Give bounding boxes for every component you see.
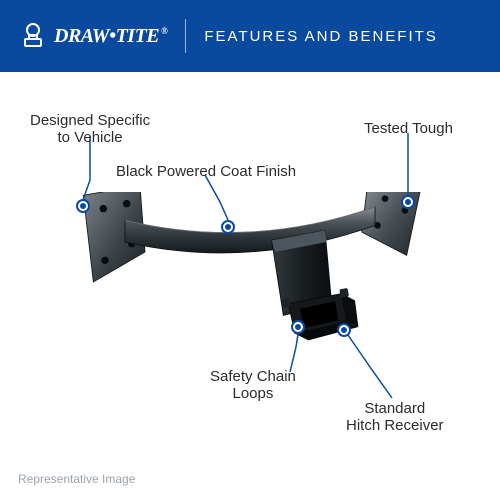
- header-divider: [185, 19, 186, 53]
- callout-marker-finish: [221, 220, 235, 234]
- callout-label-designed: Designed Specific to Vehicle: [30, 112, 150, 147]
- callout-label-tested: Tested Tough: [364, 120, 453, 137]
- product-illustration: [40, 192, 460, 392]
- callout-label-receiver: Standard Hitch Receiver: [346, 400, 444, 435]
- footer-note: Representative Image: [18, 472, 135, 486]
- brand-wordmark: DRAW•TITE®: [54, 25, 167, 48]
- brand-logo: DRAW•TITE®: [18, 21, 167, 51]
- diagram-stage: Representative Image Designed Specific t…: [0, 72, 500, 500]
- hitch-ball-icon: [18, 21, 48, 51]
- callout-marker-loops: [291, 320, 305, 334]
- header-tagline: FEATURES AND BENEFITS: [204, 28, 437, 45]
- callout-label-loops: Safety Chain Loops: [210, 368, 296, 403]
- callout-marker-tested: [401, 195, 415, 209]
- header-bar: DRAW•TITE® FEATURES AND BENEFITS: [0, 0, 500, 72]
- callout-label-finish: Black Powered Coat Finish: [116, 163, 296, 180]
- callout-marker-designed: [76, 199, 90, 213]
- callout-marker-receiver: [337, 323, 351, 337]
